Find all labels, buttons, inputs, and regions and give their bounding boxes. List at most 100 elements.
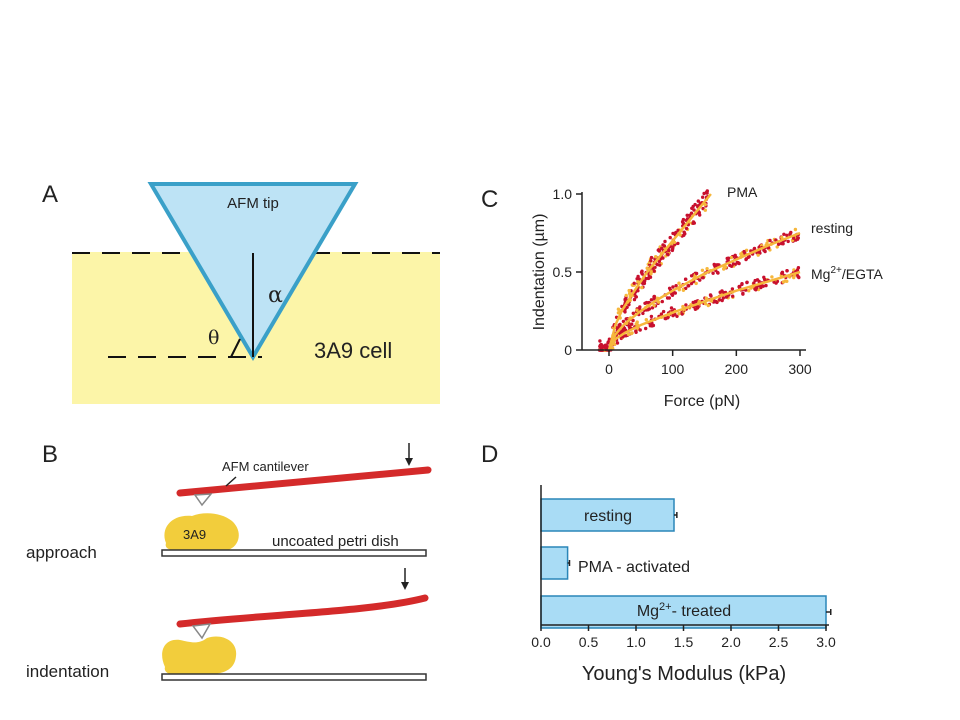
c-x-tick-label: 0 — [605, 361, 613, 377]
indentation-point — [669, 306, 674, 310]
fit-line — [607, 231, 801, 351]
indentation-point — [668, 235, 672, 240]
cantilever-approach — [176, 466, 432, 497]
indentation-point — [776, 242, 781, 246]
indentation-point — [789, 230, 793, 235]
indentation-points — [597, 189, 801, 352]
arrow-approach-head — [405, 458, 413, 466]
indentation-point — [641, 281, 645, 285]
indentation-point — [684, 303, 688, 307]
indentation-point — [786, 239, 790, 244]
indentation-point — [752, 246, 757, 251]
indentation-point — [779, 241, 784, 246]
indentation-point — [693, 307, 698, 311]
indentation-point — [689, 281, 694, 286]
indentation-point — [616, 307, 621, 311]
indentation-point — [656, 248, 660, 252]
indentation-point — [762, 248, 766, 252]
indentation-point — [598, 344, 602, 349]
indentation-point — [634, 322, 638, 326]
indentation-point — [684, 226, 689, 231]
series-label-mg: Mg2+/EGTA — [811, 265, 883, 282]
indentation-point — [681, 288, 686, 292]
panel-a-letter: A — [42, 181, 58, 208]
indentation-point — [663, 239, 667, 244]
fit-line — [607, 193, 712, 351]
panel-a: A AFM tip α θ 3A9 cell — [42, 181, 440, 404]
panel-d-letter: D — [481, 441, 498, 468]
indentation-point — [657, 259, 661, 264]
indentation-point — [667, 286, 672, 290]
indentation-point — [756, 253, 760, 257]
modulus-bar — [540, 595, 827, 629]
c-y-tick-label: 0.5 — [553, 264, 573, 280]
indentation-point — [667, 296, 671, 300]
theta-arc — [230, 338, 241, 358]
indentation-point — [704, 296, 708, 300]
indentation-point — [652, 296, 656, 301]
indentation-point — [667, 248, 671, 252]
indentation-point — [623, 310, 627, 314]
afm-tip-label: AFM tip — [227, 195, 279, 212]
panel-c: C 0 100 200 300 0 0.5 1.0 Force (pN) Indentati… — [481, 184, 883, 410]
c-x-tick-label: 200 — [725, 361, 749, 377]
indentation-point — [690, 206, 694, 210]
alpha-symbol: α — [268, 283, 283, 308]
indentation-point — [757, 279, 761, 284]
indentation-point — [676, 241, 680, 246]
indentation-point — [660, 299, 664, 304]
indentation-point — [649, 270, 653, 274]
indentation-point — [730, 287, 735, 291]
panel-b: B AFM cantilever 3A9 uncoated petri dish… — [26, 441, 432, 681]
fit-line — [607, 270, 801, 351]
indentation-point — [671, 245, 675, 249]
indentation-point — [682, 230, 686, 234]
indentation-point — [652, 269, 656, 273]
indentation-point — [706, 303, 710, 308]
bar-label-mg: Mg2+- treated — [637, 601, 731, 620]
indentation-point — [680, 220, 685, 224]
indentation-point — [686, 284, 690, 288]
indentation-point — [654, 255, 658, 259]
cantilever-leader — [225, 476, 237, 487]
indentation-point — [675, 314, 679, 318]
c-ticks: 0 100 200 300 0 0.5 1.0 — [553, 186, 812, 377]
cantilever-tip-indentation — [191, 623, 212, 640]
indentation-point — [630, 322, 634, 326]
indentation-point — [693, 299, 698, 304]
indentation-point — [780, 235, 784, 240]
indentation-point — [739, 252, 743, 256]
indentation-point — [797, 275, 801, 280]
c-y-axis-label: Indentation (µm) — [531, 214, 548, 331]
indentation-point — [627, 288, 631, 293]
indentation-point — [632, 297, 637, 302]
indentation-point — [648, 324, 653, 328]
indentation-point — [670, 293, 675, 297]
indentation-point — [666, 316, 670, 320]
indentation-point — [606, 341, 610, 345]
indentation-point — [651, 323, 656, 328]
indentation-point — [754, 285, 759, 290]
indentation-point — [770, 275, 774, 279]
cantilever-tip-approach — [193, 493, 213, 507]
d-x-tick-label: 0.5 — [579, 634, 599, 650]
indentation-point — [737, 261, 741, 266]
indentation-point — [640, 285, 644, 290]
indentation-point — [677, 281, 681, 285]
d-x-axis-label: Young's Modulus (kPa) — [582, 663, 786, 685]
indentation-point — [683, 277, 688, 281]
indentation-point — [647, 307, 652, 311]
d-x-tick-label: 1.0 — [626, 634, 646, 650]
indentation-point — [775, 245, 779, 249]
indentation-point — [615, 341, 620, 345]
indentation-point — [703, 302, 708, 306]
c-x-tick-label: 100 — [661, 361, 685, 377]
indentation-point — [630, 331, 634, 335]
indentation-point — [632, 281, 636, 285]
indentation-point — [740, 282, 744, 286]
indentation-point — [644, 300, 649, 305]
indentation-point — [644, 318, 648, 322]
indentation-point — [650, 306, 655, 310]
indentation-point — [742, 249, 746, 254]
indentation-point — [680, 312, 684, 316]
